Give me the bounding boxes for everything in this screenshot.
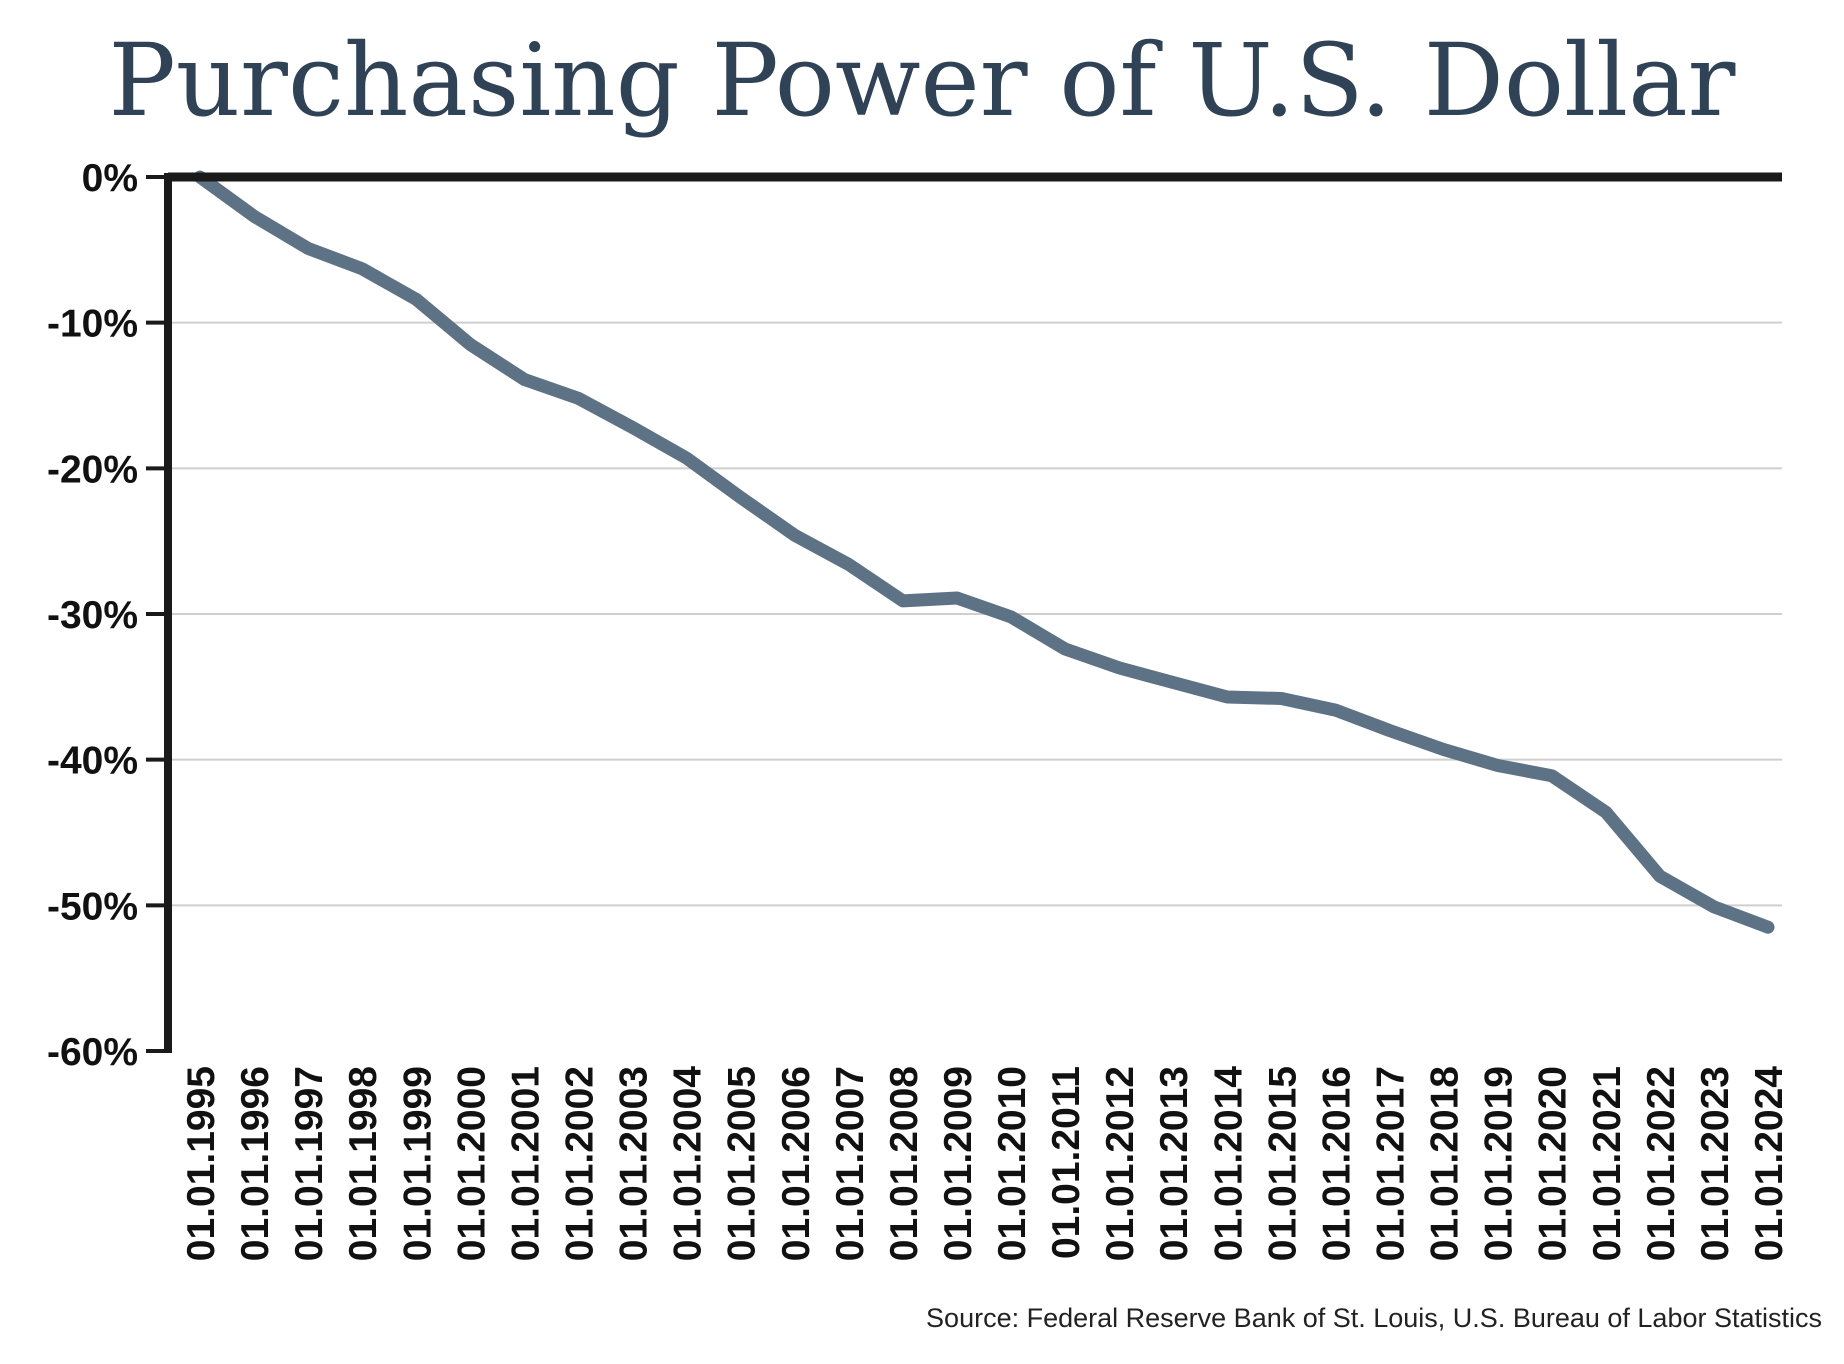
x-tick-label: 01.01.1999 [396, 1066, 439, 1261]
y-tick-label: -20% [47, 448, 138, 491]
x-tick-label: 01.01.2009 [937, 1066, 980, 1261]
x-tick-label: 01.01.2008 [883, 1066, 926, 1261]
x-tick-label: 01.01.2015 [1261, 1066, 1304, 1261]
x-tick-label: 01.01.2012 [1099, 1066, 1142, 1261]
x-tick-label: 01.01.2005 [721, 1066, 764, 1261]
x-tick-label: 01.01.2019 [1478, 1066, 1521, 1261]
x-tick-label: 01.01.2020 [1532, 1066, 1575, 1261]
chart-title: Purchasing Power of U.S. Dollar [108, 22, 1736, 139]
series-line [193, 170, 1775, 934]
axes [164, 172, 1782, 1053]
y-tick-label: -30% [47, 594, 138, 637]
x-tick-label: 01.01.1998 [342, 1066, 385, 1261]
x-tick-label: 01.01.2002 [558, 1066, 601, 1261]
x-tick-label: 01.01.2016 [1315, 1066, 1358, 1261]
x-tick-label: 01.01.2010 [991, 1066, 1034, 1261]
series-layer [193, 170, 1775, 934]
x-tick-label: 01.01.2007 [829, 1066, 872, 1261]
x-tick-label: 01.01.2014 [1207, 1066, 1250, 1262]
y-tick-label: 0% [82, 157, 138, 200]
y-tick-label: -40% [47, 740, 138, 783]
x-tick-label: 01.01.1995 [180, 1066, 223, 1261]
x-tick-label: 01.01.2011 [1045, 1066, 1088, 1259]
x-tick-label: 01.01.2004 [667, 1066, 710, 1262]
x-tick-label: 01.01.1996 [234, 1066, 277, 1261]
x-tick-label: 01.01.2003 [613, 1066, 656, 1261]
x-tick-label: 01.01.1997 [288, 1066, 331, 1261]
x-tick-label: 01.01.2023 [1694, 1066, 1737, 1261]
y-axis-ticks: 0% -10% -20% -30% -40% -50% -60% [47, 157, 168, 1074]
source-note: Source: Federal Reserve Bank of St. Loui… [926, 1303, 1822, 1333]
x-tick-label: 01.01.2001 [504, 1066, 547, 1261]
y-tick-label: -10% [47, 303, 138, 346]
x-tick-label: 01.01.2024 [1748, 1066, 1791, 1262]
x-tick-label: 01.01.2022 [1640, 1066, 1683, 1261]
x-tick-label: 01.01.2018 [1424, 1066, 1467, 1261]
gridlines [168, 321, 1782, 907]
x-tick-label: 01.01.2021 [1586, 1066, 1629, 1261]
x-tick-label: 01.01.2006 [775, 1066, 818, 1261]
x-axis-ticks: 01.01.1995 01.01.1996 01.01.1997 01.01.1998… [180, 1066, 1791, 1262]
x-tick-label: 01.01.2000 [450, 1066, 493, 1261]
y-tick-label: -50% [47, 885, 138, 928]
x-tick-label: 01.01.2017 [1370, 1066, 1413, 1261]
x-tick-label: 01.01.2013 [1153, 1066, 1196, 1261]
y-tick-label: -60% [47, 1031, 138, 1074]
